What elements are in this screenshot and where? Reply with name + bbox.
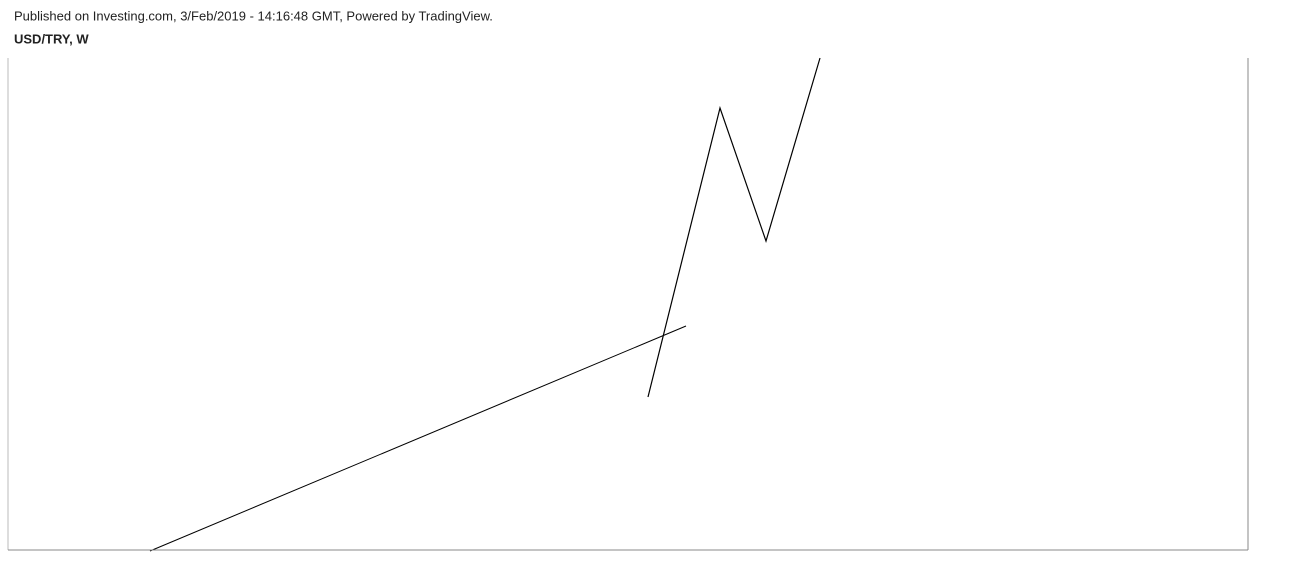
published-note: Published on Investing.com, 3/Feb/2019 -… xyxy=(14,8,493,23)
trend-line xyxy=(149,325,687,552)
axes xyxy=(7,58,1249,551)
symbol: USD/TRY, W xyxy=(14,31,89,46)
drawings xyxy=(149,57,821,552)
projection-path xyxy=(647,57,821,398)
